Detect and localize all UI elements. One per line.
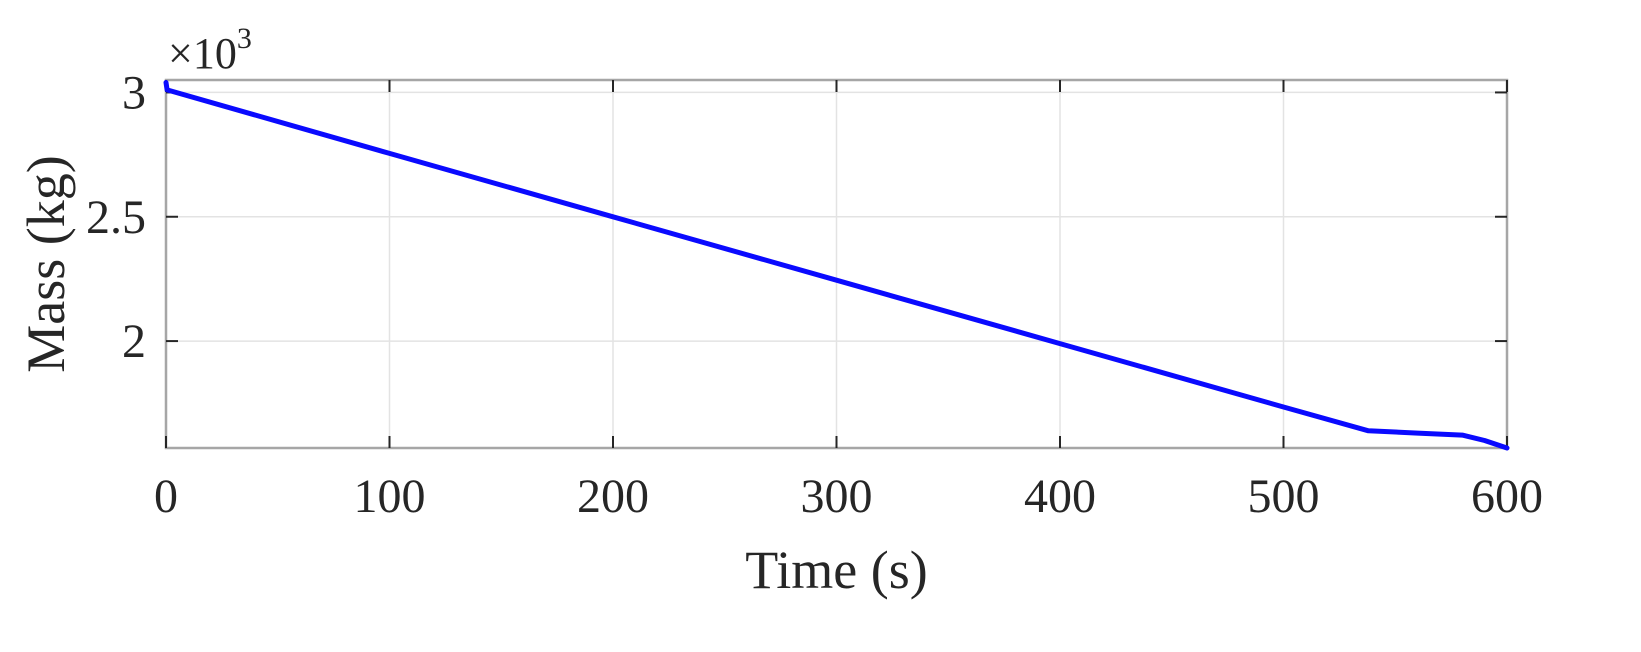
x-tick-label: 200	[577, 470, 649, 523]
grid-lines	[165, 80, 1508, 448]
x-tick-label: 300	[801, 470, 873, 523]
y-axis-label: Mass (kg)	[16, 155, 76, 372]
x-tick-label: 600	[1471, 470, 1543, 523]
x-tick-label: 400	[1024, 470, 1096, 523]
exponent-base: ×10	[168, 29, 237, 78]
y-tick-label: 3	[122, 66, 146, 119]
x-tick-labels: 0 100 200 300 400 500 600	[154, 470, 1543, 523]
y-axis-exponent: ×103	[168, 22, 252, 78]
x-tick-label: 100	[354, 470, 426, 523]
x-tick-label: 0	[154, 470, 178, 523]
y-tick-label: 2	[122, 315, 146, 368]
x-axis-label: Time (s)	[745, 540, 928, 600]
y-tick-label: 2.5	[86, 191, 146, 244]
y-tick-labels: 22.53	[86, 66, 146, 368]
x-tick-label: 500	[1248, 470, 1320, 523]
exponent-power: 3	[237, 22, 252, 55]
mass-series-line	[163, 80, 1510, 451]
